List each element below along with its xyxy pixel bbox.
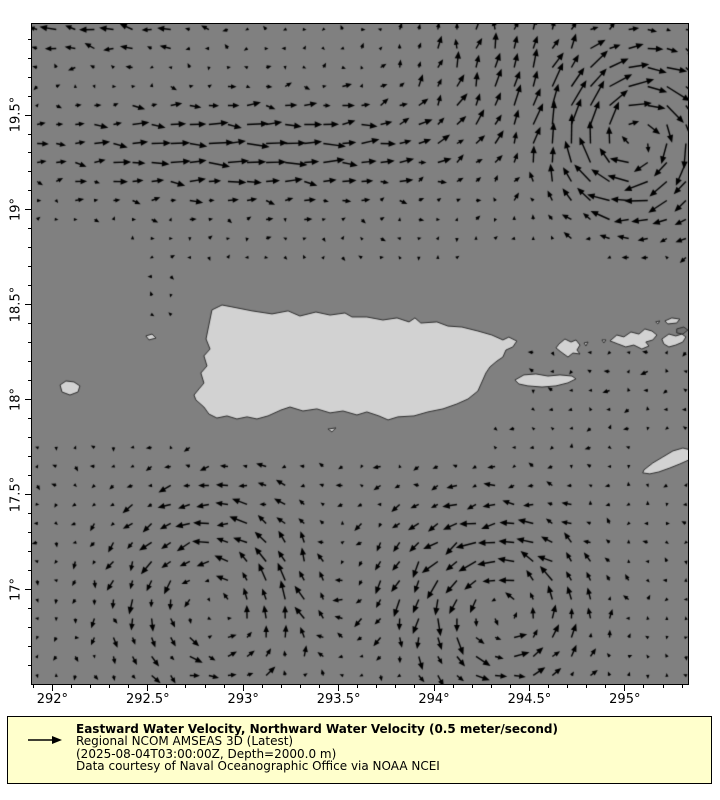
x-minor-tick <box>414 685 416 688</box>
legend-text: Eastward Water Velocity, Northward Water… <box>76 723 558 773</box>
y-minor-tick <box>28 646 31 648</box>
y-major-tick <box>25 114 31 116</box>
x-tick-label: 294° <box>418 692 450 707</box>
x-minor-tick <box>319 685 321 688</box>
y-minor-tick <box>28 76 31 78</box>
x-minor-tick <box>376 685 378 688</box>
x-minor-tick <box>681 685 683 688</box>
x-minor-tick <box>166 685 168 688</box>
y-minor-tick <box>28 456 31 458</box>
y-minor-tick <box>28 627 31 629</box>
x-minor-tick <box>128 685 130 688</box>
x-minor-tick <box>261 685 263 688</box>
y-major-tick <box>25 589 31 591</box>
map-plot-area <box>31 23 689 685</box>
x-tick-label: 293.5° <box>316 692 361 707</box>
y-minor-tick <box>28 95 31 97</box>
y-tick-label: 18.5° <box>8 286 24 323</box>
x-minor-tick <box>280 685 282 688</box>
x-major-tick <box>338 685 340 691</box>
y-minor-tick <box>28 608 31 610</box>
y-minor-tick <box>28 323 31 325</box>
y-minor-tick <box>28 152 31 154</box>
x-minor-tick <box>70 685 72 688</box>
x-minor-tick <box>643 685 645 688</box>
y-minor-tick <box>28 551 31 553</box>
y-minor-tick <box>28 475 31 477</box>
x-major-tick <box>242 685 244 691</box>
y-minor-tick <box>28 342 31 344</box>
x-major-tick <box>51 685 53 691</box>
y-minor-tick <box>28 437 31 439</box>
x-minor-tick <box>490 685 492 688</box>
x-minor-tick <box>395 685 397 688</box>
x-minor-tick <box>548 685 550 688</box>
x-minor-tick <box>605 685 607 688</box>
x-minor-tick <box>662 685 664 688</box>
reference-arrow-icon <box>28 731 62 750</box>
y-major-tick <box>25 209 31 211</box>
x-tick-label: 293° <box>227 692 259 707</box>
x-minor-tick <box>204 685 206 688</box>
x-minor-tick <box>471 685 473 688</box>
x-minor-tick <box>452 685 454 688</box>
y-minor-tick <box>28 532 31 534</box>
x-minor-tick <box>223 685 225 688</box>
x-tick-label: 295° <box>609 692 641 707</box>
x-minor-tick <box>509 685 511 688</box>
x-tick-label: 294.5° <box>507 692 552 707</box>
y-minor-tick <box>28 57 31 59</box>
y-minor-tick <box>28 247 31 249</box>
y-tick-label: 19.5° <box>8 96 24 133</box>
x-minor-tick <box>90 685 92 688</box>
y-tick-label: 18° <box>8 387 24 411</box>
y-minor-tick <box>28 285 31 287</box>
x-major-tick <box>528 685 530 691</box>
x-minor-tick <box>299 685 301 688</box>
velocity-vector-map-canvas <box>32 24 688 684</box>
x-tick-label: 292° <box>36 692 69 707</box>
y-minor-tick <box>28 380 31 382</box>
y-minor-tick <box>28 361 31 363</box>
y-minor-tick <box>28 266 31 268</box>
y-minor-tick <box>28 513 31 515</box>
x-minor-tick <box>567 685 569 688</box>
y-minor-tick <box>28 418 31 420</box>
y-major-tick <box>25 494 31 496</box>
x-minor-tick <box>32 685 34 688</box>
y-minor-tick <box>28 133 31 135</box>
y-minor-tick <box>28 570 31 572</box>
y-minor-tick <box>28 171 31 173</box>
y-minor-tick <box>28 228 31 230</box>
legend-time-depth: (2025-08-04T03:00:00Z, Depth=2000.0 m) <box>76 746 337 761</box>
y-major-tick <box>25 399 31 401</box>
x-minor-tick <box>586 685 588 688</box>
y-tick-label: 19° <box>8 197 24 222</box>
x-minor-tick <box>109 685 111 688</box>
x-major-tick <box>624 685 626 691</box>
x-major-tick <box>433 685 435 691</box>
x-minor-tick <box>357 685 359 688</box>
x-minor-tick <box>185 685 187 688</box>
y-minor-tick <box>28 190 31 192</box>
y-major-tick <box>25 304 31 306</box>
legend-title: Eastward Water Velocity, Northward Water… <box>76 722 558 736</box>
x-tick-label: 292.5° <box>125 692 170 707</box>
y-minor-tick <box>28 38 31 40</box>
legend-box: Eastward Water Velocity, Northward Water… <box>7 716 712 784</box>
legend-dataset: Regional NCOM AMSEAS 3D (Latest) <box>76 734 294 749</box>
y-tick-label: 17.5° <box>8 476 24 513</box>
y-tick-label: 17° <box>8 577 24 601</box>
legend-credit: Data courtesy of Naval Oceanographic Off… <box>76 759 440 774</box>
y-minor-tick <box>28 665 31 667</box>
x-major-tick <box>147 685 149 691</box>
